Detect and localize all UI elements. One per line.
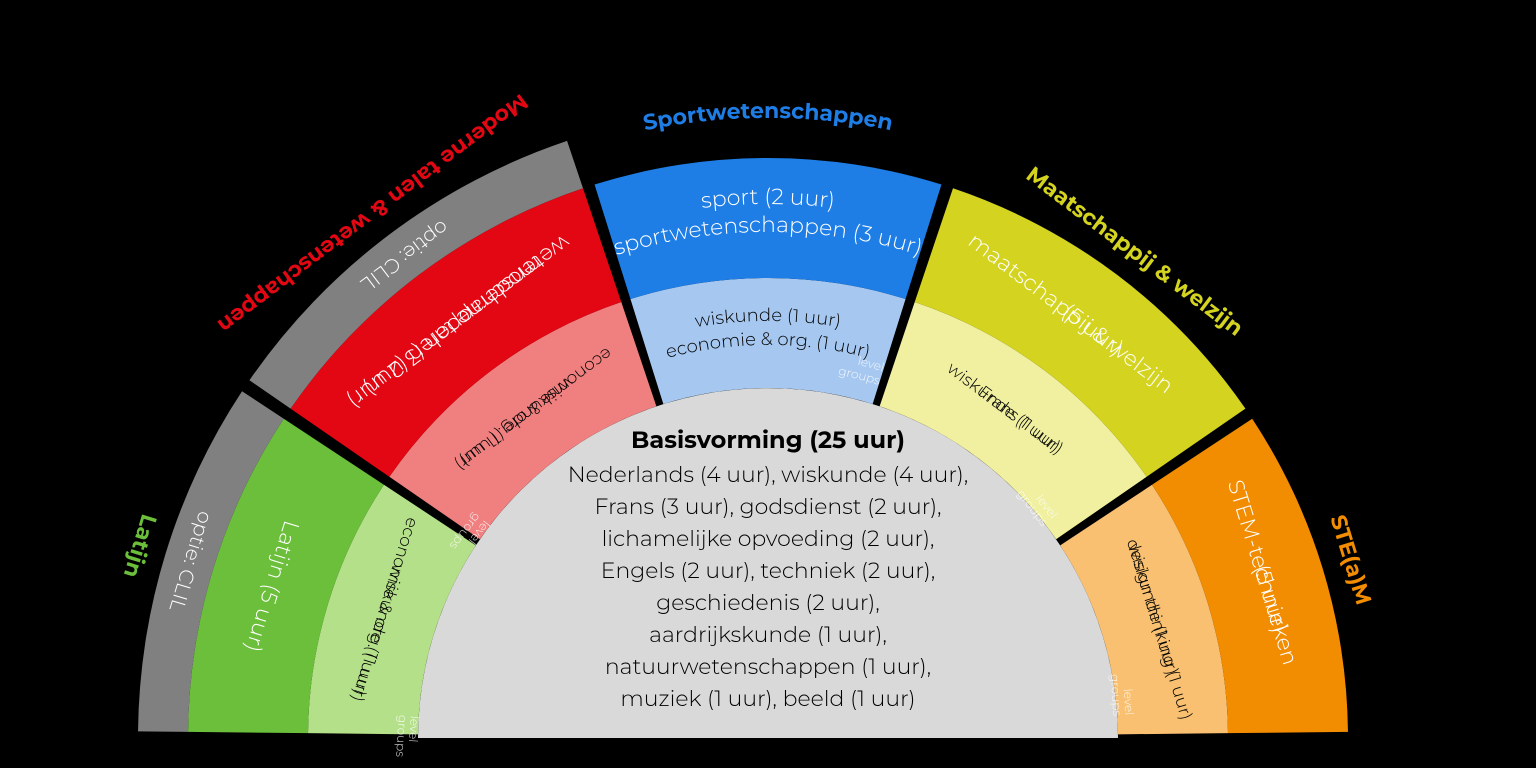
core-line: Engels (2 uur), techniek (2 uur),: [601, 557, 936, 584]
segment-sport-title: Sportwetenschappen: [641, 97, 895, 136]
core-line: Frans (3 uur), godsdienst (2 uur),: [594, 493, 941, 520]
core-line: natuurwetenschappen (1 uur),: [605, 653, 931, 680]
core-line: Nederlands (4 uur), wiskunde (4 uur),: [568, 461, 969, 488]
core-line: muziek (1 uur), beeld (1 uur): [620, 685, 915, 712]
core-line: lichamelijke opvoeding (2 uur),: [602, 525, 935, 552]
core-line: geschiedenis (2 uur),: [656, 589, 879, 616]
segment-latijn-title: Latijn: [118, 511, 163, 581]
segment-stem-title: STE(a)M: [1325, 512, 1378, 608]
segment-sport-outer-label: sport (2 uur): [699, 183, 836, 214]
segment-stem-levelgroups: groups: [1107, 674, 1125, 717]
core-title: Basisvorming (25 uur): [631, 426, 905, 455]
core-line: aardrijkskunde (1 uur),: [649, 621, 887, 648]
segment-latijn-levelgroups: groups: [392, 715, 410, 758]
